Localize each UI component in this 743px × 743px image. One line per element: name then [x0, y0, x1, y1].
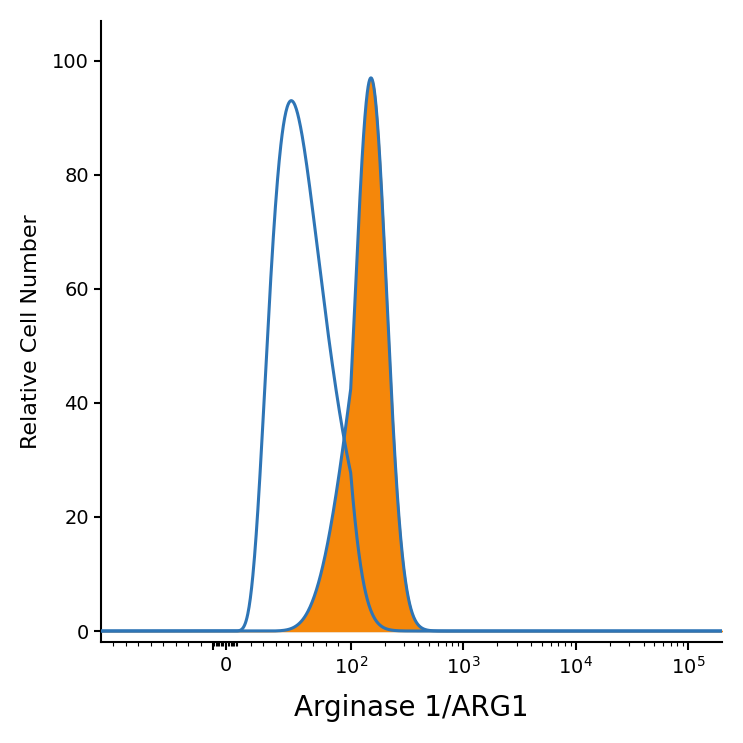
X-axis label: Arginase 1/ARG1: Arginase 1/ARG1: [294, 694, 529, 722]
Y-axis label: Relative Cell Number: Relative Cell Number: [21, 214, 41, 449]
